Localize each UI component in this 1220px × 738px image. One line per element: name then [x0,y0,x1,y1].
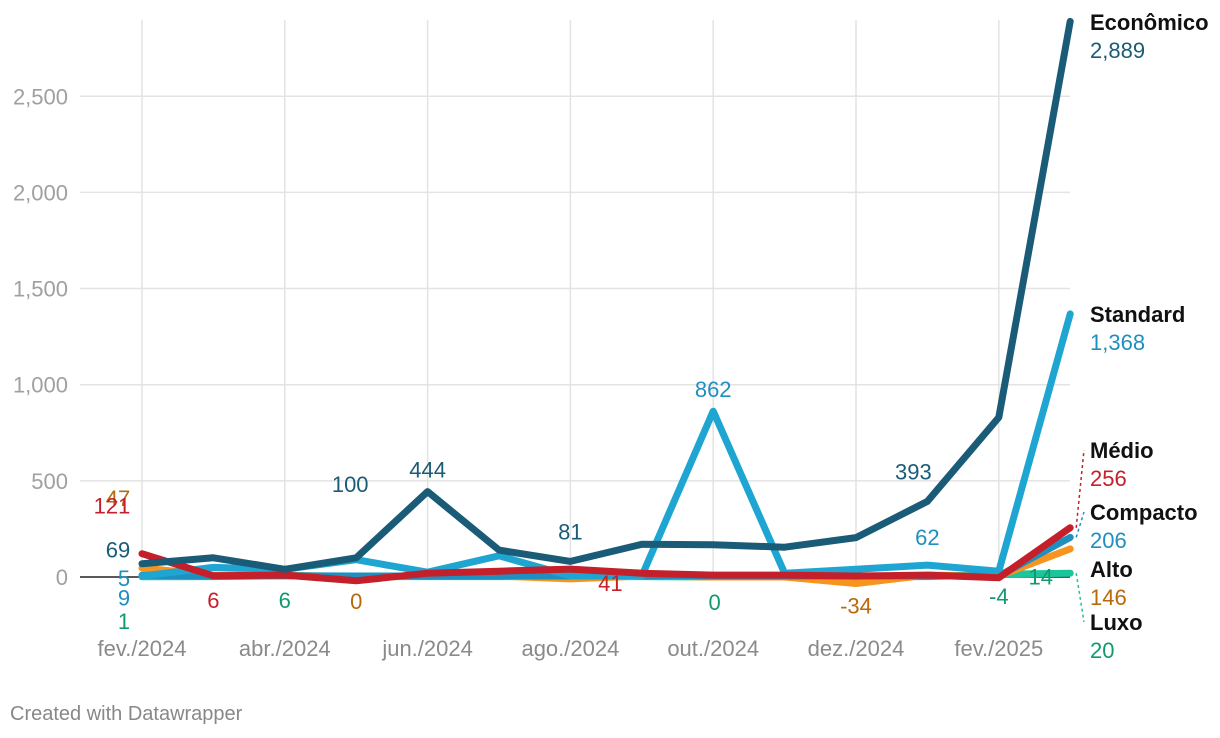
data-label: 6 [279,588,291,613]
data-label: 121 [94,494,131,519]
grid [80,20,1070,578]
data-label: 0 [350,589,362,614]
data-label: 0 [708,590,720,615]
data-label: -34 [840,594,872,619]
data-label: 47 [106,486,130,511]
end-label-name: Compacto [1090,500,1198,525]
y-tick-label: 0 [56,565,68,590]
end-label-value: 2,889 [1090,38,1145,63]
end-label-value: 20 [1090,638,1114,663]
data-label: 9 [118,585,130,610]
x-tick-label: out./2024 [667,636,759,661]
end-label-value: 206 [1090,528,1127,553]
end-label-value: 1,368 [1090,330,1145,355]
data-label: -4 [989,584,1009,609]
credit-text: Created with Datawrapper [10,703,243,725]
x-tick-label: dez./2024 [808,636,905,661]
end-label-name: Standard [1090,302,1185,327]
y-tick-label: 2,500 [13,84,68,109]
data-label: 393 [895,459,932,484]
end-label-name: Médio [1090,438,1154,463]
data-label: 41 [598,571,622,596]
end-label-name: Luxo [1090,610,1143,635]
data-label: 69 [106,538,130,563]
data-label: 62 [915,525,939,550]
end-label-leader [1075,511,1085,538]
y-axis: 0 500 1,000 1,500 2,000 2,500 [13,84,68,590]
y-tick-label: 500 [31,469,68,494]
x-axis: fev./2024 abr./2024 jun./2024 ago./2024 out.… [98,636,1044,661]
y-tick-label: 1,500 [13,277,68,302]
data-label: 100 [332,472,369,497]
y-tick-label: 1,000 [13,373,68,398]
y-tick-label: 2,000 [13,180,68,205]
data-label: 5 [118,566,130,591]
x-tick-label: fev./2025 [954,636,1043,661]
series-lines [138,17,1074,587]
end-label-value: 146 [1090,585,1127,610]
data-label: 1 [118,609,130,634]
x-tick-label: abr./2024 [239,636,331,661]
end-label-name: Econômico [1090,10,1209,35]
series-line-2 [138,524,1074,585]
data-label: 14 [1029,564,1053,589]
x-tick-label: ago./2024 [521,636,619,661]
x-tick-label: fev./2024 [98,636,187,661]
data-label: 6 [207,588,219,613]
data-label: 862 [695,377,732,402]
end-label-leader [1075,449,1085,528]
end-label-value: 256 [1090,466,1127,491]
x-tick-label: jun./2024 [381,636,473,661]
end-labels: Econômico 2,889 Standard 1,368 Médio 256 Compa… [1075,10,1209,663]
data-label: 81 [558,519,582,544]
end-label-name: Alto [1090,557,1133,582]
data-label: 444 [409,458,446,483]
end-label-leader [1075,573,1085,623]
series-line-0 [138,17,1074,573]
